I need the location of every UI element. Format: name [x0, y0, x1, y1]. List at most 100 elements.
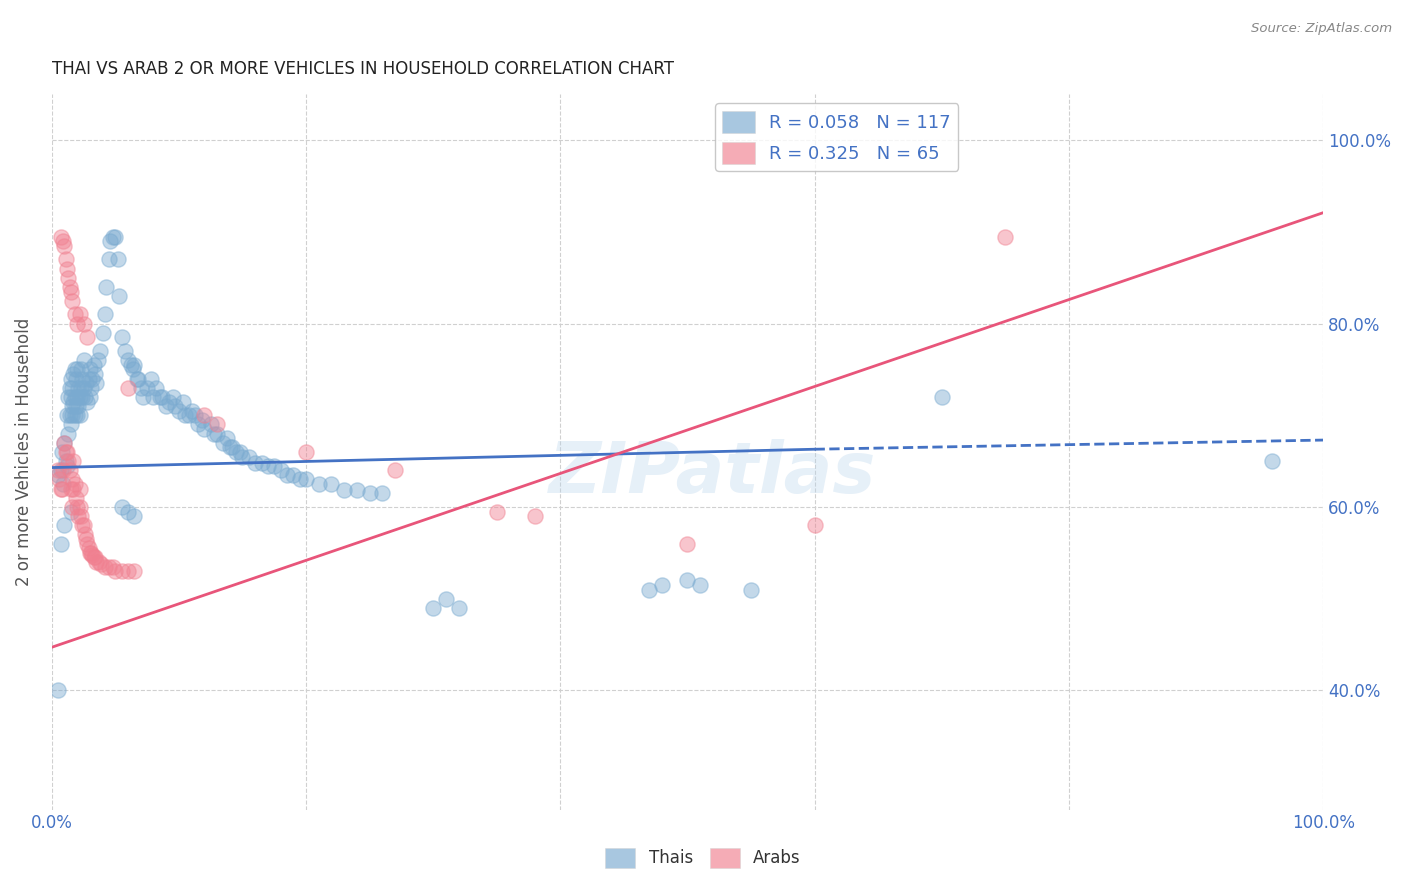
Point — [56, 409, 79, 423]
Point — [60, 293, 83, 308]
Point — [165, 399, 187, 413]
Legend: R = 0.058   N = 117, R = 0.325   N = 65: R = 0.058 N = 117, R = 0.325 N = 65 — [716, 103, 957, 171]
Point — [174, 409, 197, 423]
Point — [270, 463, 292, 477]
Point — [75, 376, 97, 391]
Point — [129, 381, 152, 395]
Point — [66, 362, 89, 376]
Point — [52, 234, 75, 248]
Point — [77, 541, 100, 556]
Point — [229, 445, 252, 459]
Point — [111, 564, 134, 578]
Point — [48, 473, 70, 487]
Point — [79, 546, 101, 560]
Point — [83, 358, 105, 372]
Point — [56, 445, 79, 459]
Point — [803, 518, 825, 533]
Point — [157, 394, 180, 409]
Point — [69, 308, 91, 322]
Point — [225, 445, 247, 459]
Point — [62, 394, 84, 409]
Point — [139, 371, 162, 385]
Point — [63, 362, 86, 376]
Point — [94, 308, 117, 322]
Point — [676, 574, 699, 588]
Point — [66, 390, 89, 404]
Point — [80, 381, 103, 395]
Point — [73, 390, 96, 404]
Point — [59, 482, 82, 496]
Point — [523, 509, 546, 524]
Point — [104, 564, 127, 578]
Point — [65, 491, 87, 505]
Point — [127, 371, 149, 385]
Point — [83, 550, 105, 565]
Point — [651, 578, 673, 592]
Point — [167, 403, 190, 417]
Point — [101, 559, 124, 574]
Point — [187, 417, 209, 432]
Point — [94, 559, 117, 574]
Point — [218, 441, 240, 455]
Point — [49, 482, 72, 496]
Point — [149, 390, 172, 404]
Point — [59, 505, 82, 519]
Point — [55, 445, 77, 459]
Point — [308, 477, 330, 491]
Point — [485, 505, 508, 519]
Point — [689, 578, 711, 592]
Point — [283, 467, 305, 482]
Point — [72, 317, 94, 331]
Point — [77, 371, 100, 385]
Point — [69, 409, 91, 423]
Point — [52, 463, 75, 477]
Point — [58, 381, 80, 395]
Point — [191, 413, 214, 427]
Point — [114, 344, 136, 359]
Point — [55, 454, 77, 468]
Point — [49, 463, 72, 477]
Text: THAI VS ARAB 2 OR MORE VEHICLES IN HOUSEHOLD CORRELATION CHART: THAI VS ARAB 2 OR MORE VEHICLES IN HOUSE… — [52, 60, 673, 78]
Point — [84, 367, 107, 381]
Point — [371, 486, 394, 500]
Point — [97, 559, 120, 574]
Point — [288, 473, 311, 487]
Point — [79, 390, 101, 404]
Point — [72, 518, 94, 533]
Point — [162, 390, 184, 404]
Point — [58, 270, 80, 285]
Point — [67, 509, 90, 524]
Point — [70, 509, 93, 524]
Point — [200, 417, 222, 432]
Point — [72, 353, 94, 368]
Point — [53, 435, 76, 450]
Point — [205, 426, 228, 441]
Point — [124, 509, 146, 524]
Point — [58, 409, 80, 423]
Point — [434, 591, 457, 606]
Point — [89, 344, 111, 359]
Point — [107, 252, 129, 267]
Point — [124, 358, 146, 372]
Point — [63, 477, 86, 491]
Point — [250, 456, 273, 470]
Point — [46, 683, 69, 698]
Point — [79, 362, 101, 376]
Point — [62, 367, 84, 381]
Point — [638, 582, 661, 597]
Point — [193, 422, 215, 436]
Point — [59, 417, 82, 432]
Point — [217, 431, 239, 445]
Point — [60, 381, 83, 395]
Point — [90, 557, 112, 571]
Point — [67, 399, 90, 413]
Point — [63, 308, 86, 322]
Point — [172, 394, 194, 409]
Point — [212, 435, 235, 450]
Point — [120, 358, 142, 372]
Point — [447, 600, 470, 615]
Point — [276, 467, 298, 482]
Point — [65, 371, 87, 385]
Point — [66, 409, 89, 423]
Point — [60, 500, 83, 514]
